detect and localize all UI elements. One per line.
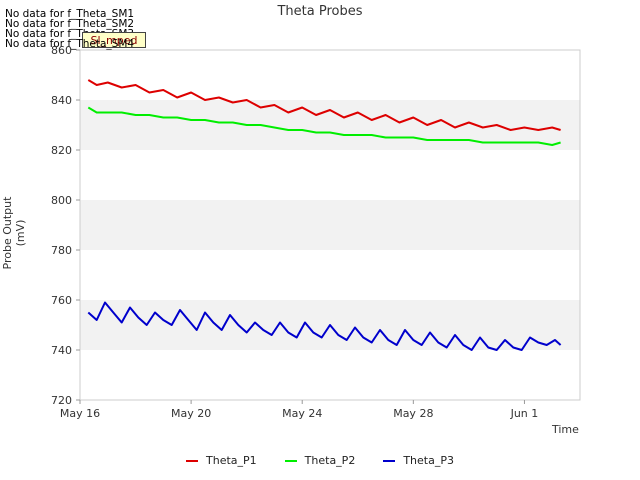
x-tick-label: May 24: [282, 407, 322, 420]
y-tick-label: 740: [51, 344, 72, 357]
x-tick-label: May 28: [393, 407, 433, 420]
series-line-theta-p2: [87, 106, 561, 146]
legend-item-theta-p3: Theta_P3: [383, 454, 454, 467]
legend-label-theta-p1: Theta_P1: [206, 454, 257, 467]
y-tick-label: 840: [51, 94, 72, 107]
y-tick-label: 720: [51, 394, 72, 407]
y-tick-label: 780: [51, 244, 72, 257]
legend-swatch-theta-p1: [186, 459, 199, 462]
series-line-theta-p3: [87, 301, 562, 351]
no-data-line-4: No data for f_Theta_SM4: [5, 38, 135, 50]
y-tick-label: 800: [51, 194, 72, 207]
y-tick-label: 760: [51, 294, 72, 307]
status-badge: Sl_mped: [82, 32, 146, 48]
series-line-theta-p1: [87, 79, 561, 131]
x-tick-label: Jun 1: [510, 407, 539, 420]
grid-band: [80, 200, 580, 250]
y-tick-label: 820: [51, 144, 72, 157]
x-axis-label: Time: [552, 423, 579, 436]
x-tick-label: May 20: [171, 407, 211, 420]
legend-label-theta-p3: Theta_P3: [403, 454, 454, 467]
no-data-line-2: No data for f_Theta_SM2: [5, 18, 135, 30]
legend-item-theta-p1: Theta_P1: [186, 454, 257, 467]
plot-frame: [79, 49, 581, 401]
no-data-line-1: No data for f_Theta_SM1: [5, 8, 135, 20]
legend-swatch-theta-p2: [284, 459, 297, 462]
y-tick-label: 860: [51, 44, 72, 57]
x-tick-label: May 16: [60, 407, 100, 420]
legend-item-theta-p2: Theta_P2: [284, 454, 356, 467]
legend-swatch-theta-p3: [383, 459, 396, 462]
legend-label-theta-p2: Theta_P2: [304, 454, 356, 467]
legend: Theta_P1 Theta_P2 Theta_P3: [0, 454, 640, 467]
chart-title: Theta Probes: [277, 4, 363, 19]
